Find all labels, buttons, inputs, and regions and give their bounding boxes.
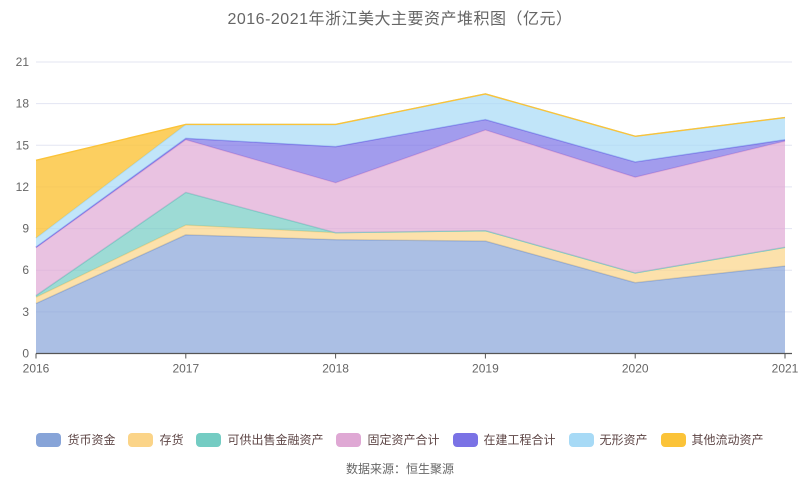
legend-swatch-5 (568, 432, 594, 447)
legend-item-1[interactable]: 存货 (128, 431, 183, 448)
y-tick-label: 6 (22, 263, 29, 277)
y-tick-label: 0 (22, 347, 29, 361)
legend-swatch-4 (452, 432, 478, 447)
x-tick-label: 2016 (23, 362, 50, 376)
area-3 (36, 130, 785, 296)
x-axis-labels: 2016 2017 2018 2019 2020 2021 (23, 362, 799, 376)
legend-label-4: 在建工程合计 (483, 433, 556, 447)
legend-label-5: 无形资产 (599, 433, 648, 447)
y-axis-labels: 0 3 6 9 12 15 18 21 (16, 55, 30, 361)
legend-swatch-6 (660, 432, 686, 447)
y-tick-label: 3 (22, 305, 29, 319)
area-2 (36, 192, 785, 298)
legend-item-2[interactable]: 可供出售金融资产 (196, 431, 323, 448)
chart-title: 2016-2021年浙江美大主要资产堆积图（亿元） (227, 11, 573, 28)
y-tick-label: 9 (22, 222, 29, 236)
x-tick-label: 2020 (622, 362, 649, 376)
legend-label-3: 固定资产合计 (367, 433, 440, 447)
legend-label-2: 可供出售金融资产 (227, 433, 324, 447)
x-axis (35, 352, 792, 359)
legend-item-5[interactable]: 无形资产 (568, 431, 648, 448)
x-tick-label: 2021 (772, 362, 799, 376)
y-tick-label: 12 (16, 180, 30, 194)
legend-item-4[interactable]: 在建工程合计 (452, 431, 556, 448)
legend: 货币资金 存货 可供出售金融资产 固定资产合计 在建工程合计 无形资产 其他流动资产 (0, 431, 800, 448)
legend-item-0[interactable]: 货币资金 (36, 431, 115, 448)
legend-swatch-2 (196, 432, 222, 447)
legend-item-3[interactable]: 固定资产合计 (336, 431, 440, 448)
y-tick-label: 21 (16, 55, 30, 69)
area-0 (36, 234, 785, 354)
y-tick-label: 15 (16, 138, 30, 152)
x-tick-label: 2019 (472, 362, 499, 376)
legend-swatch-1 (128, 432, 154, 447)
legend-swatch-3 (336, 432, 362, 447)
x-tick-label: 2017 (172, 362, 199, 376)
legend-label-1: 存货 (159, 433, 184, 447)
source-note: 数据来源：恒生聚源 (345, 462, 454, 476)
legend-item-6[interactable]: 其他流动资产 (660, 431, 764, 448)
x-tick-label: 2018 (322, 362, 349, 376)
legend-label-6: 其他流动资产 (691, 433, 764, 447)
legend-label-0: 货币资金 (67, 433, 116, 447)
legend-swatch-0 (36, 432, 62, 447)
area-series (35, 93, 786, 354)
series-line-6 (35, 93, 786, 161)
area-5 (36, 93, 785, 248)
y-tick-label: 18 (16, 97, 30, 111)
